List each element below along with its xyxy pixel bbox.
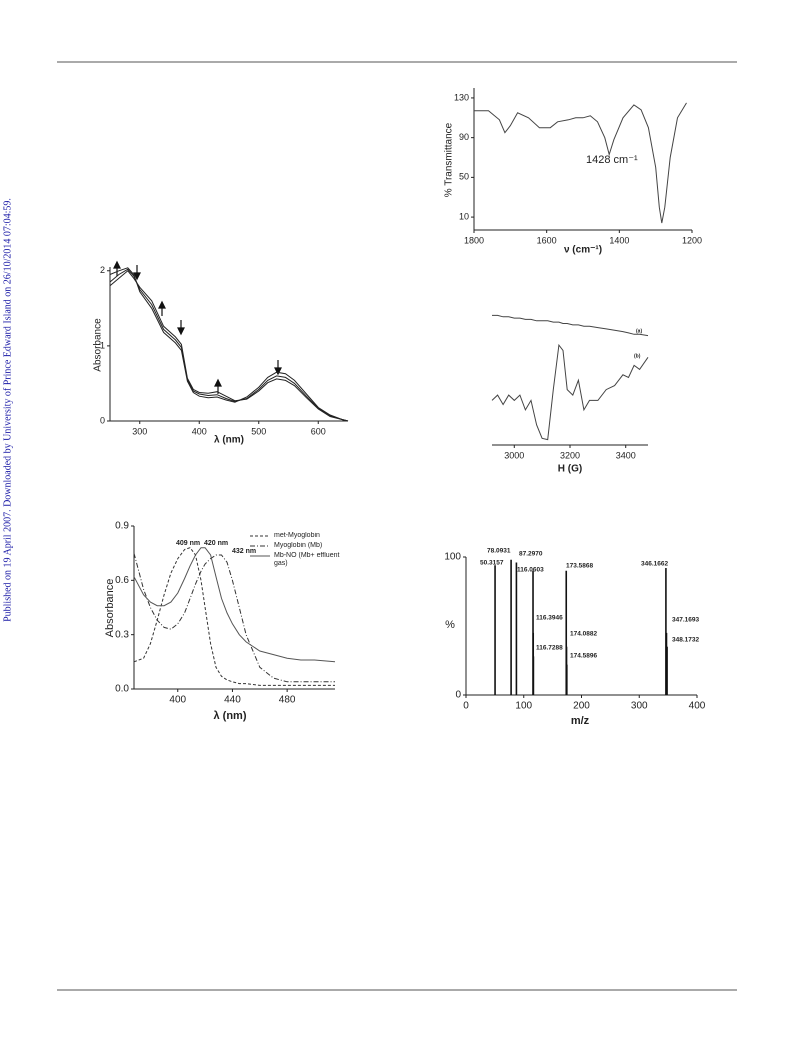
series-line (474, 102, 687, 224)
peak-label: 348.1732 (672, 637, 699, 644)
x-axis-label: λ (nm) (214, 435, 244, 446)
y-axis-label: % (445, 619, 455, 631)
y-tick-label: 0 (100, 415, 105, 425)
series-line (492, 314, 649, 337)
y-tick-label: 1 (100, 340, 105, 350)
annotation: 420 nm (204, 540, 228, 547)
series-line (133, 547, 335, 686)
peak-label: 78.0931 (487, 548, 511, 555)
legend-item: Myoglobin (Mb) (274, 542, 323, 549)
x-tick-label: 100 (515, 701, 532, 712)
peak-label: 346.1662 (641, 561, 668, 568)
x-tick-label: 600 (311, 426, 326, 436)
x-tick-label: 1800 (464, 235, 484, 245)
y-tick-label: 90 (459, 132, 469, 142)
annotation: 409 nm (176, 540, 200, 547)
y-tick-label: 50 (459, 172, 469, 182)
x-tick-label: 1200 (682, 235, 702, 245)
y-tick-label: 0 (455, 690, 461, 701)
x-tick-label: 440 (224, 695, 241, 706)
y-tick-label: 2 (100, 265, 105, 275)
y-tick-label: 0.6 (115, 575, 129, 586)
x-axis-label: H (G) (558, 464, 582, 475)
legend-label: Mb-NO (Mb+ effluent gas) (274, 552, 340, 567)
x-axis-label: ν (cm⁻¹) (564, 245, 602, 256)
annotation: 1428 cm⁻¹ (586, 154, 638, 166)
y-tick-label: 0.9 (115, 521, 129, 532)
legend-item: Mb-NO (Mb+ effluent gas) (274, 552, 340, 567)
y-tick-label: 0.3 (115, 629, 129, 640)
legend-label: met-Myoglobin (274, 532, 320, 539)
x-tick-label: 400 (192, 426, 207, 436)
peak-label: 116.0603 (517, 567, 544, 574)
annotation: (a) (636, 328, 642, 334)
series-line (491, 343, 649, 441)
peak-label: 347.1693 (672, 617, 699, 624)
peak-label: 50.3157 (480, 560, 504, 567)
peak-label: 116.7288 (536, 645, 563, 652)
x-tick-label: 400 (689, 701, 706, 712)
x-tick-label: 480 (279, 695, 296, 706)
legend-label: Myoglobin (Mb) (274, 542, 323, 549)
y-axis-label: Absorbance (93, 318, 104, 372)
y-tick-label: 130 (454, 92, 469, 102)
peak-label: 174.0882 (570, 631, 597, 638)
x-tick-label: 300 (631, 701, 648, 712)
x-tick-label: 400 (169, 695, 186, 706)
peak-label: 174.5896 (570, 653, 597, 660)
x-axis-label: m/z (571, 715, 590, 727)
x-tick-label: 3000 (504, 450, 524, 460)
y-axis-label: % Transmittance (444, 122, 455, 197)
annotation: (b) (634, 353, 641, 359)
y-tick-label: 100 (444, 552, 461, 563)
x-tick-label: 1400 (609, 235, 629, 245)
x-tick-label: 3400 (616, 450, 636, 460)
series-line (133, 547, 336, 663)
peak-label: 87.2970 (519, 551, 543, 558)
y-tick-label: 10 (459, 211, 469, 221)
x-tick-label: 200 (573, 701, 590, 712)
x-tick-label: 0 (463, 701, 469, 712)
y-axis-label: Absorbance (104, 579, 116, 638)
x-tick-label: 3200 (560, 450, 580, 460)
annotation: 432 nm (232, 548, 256, 555)
series-line (133, 553, 335, 683)
legend-item: met-Myoglobin (274, 532, 320, 539)
peak-label: 116.3946 (536, 615, 563, 622)
peak-label: 173.5868 (566, 563, 593, 570)
x-tick-label: 500 (251, 426, 266, 436)
series-line (109, 270, 349, 422)
x-tick-label: 1600 (537, 235, 557, 245)
arrows (113, 260, 282, 394)
series-line (109, 267, 349, 422)
y-tick-label: 0.0 (115, 684, 129, 695)
x-axis-label: λ (nm) (214, 710, 247, 722)
x-tick-label: 300 (132, 426, 147, 436)
series-line (109, 268, 349, 422)
